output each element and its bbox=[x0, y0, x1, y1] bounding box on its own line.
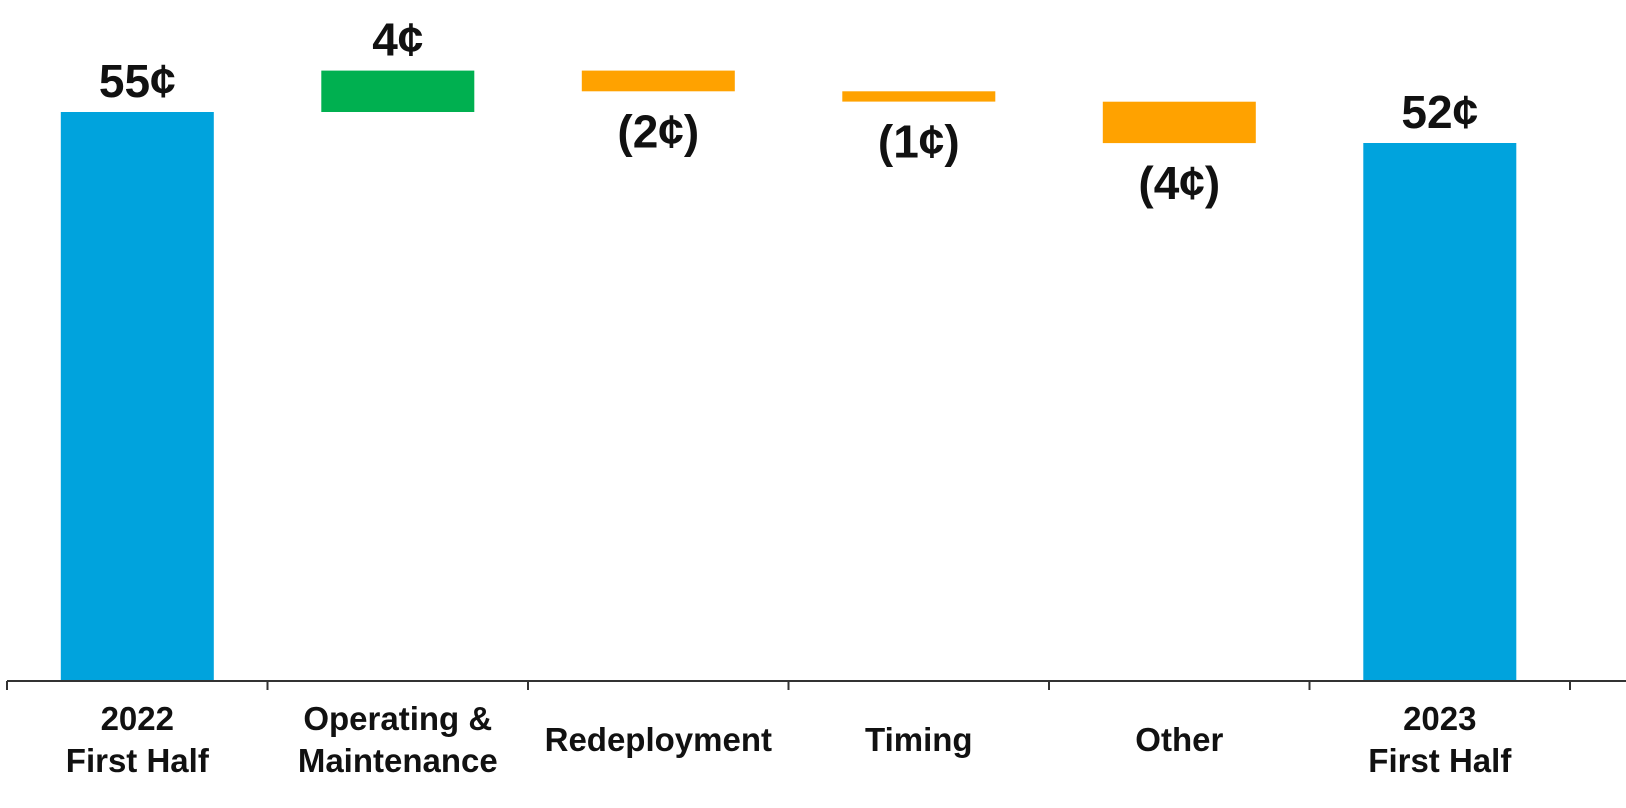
category-label-5: Other bbox=[1135, 721, 1223, 758]
bars-layer bbox=[60, 70, 1517, 681]
category-label-3: Redeployment bbox=[545, 721, 772, 758]
category-label-2: Operating & Maintenance bbox=[298, 700, 498, 779]
category-label-1: 2022 First Half bbox=[66, 700, 210, 779]
data-label-2: 4¢ bbox=[372, 14, 423, 66]
data-label-3: (2¢) bbox=[617, 105, 699, 157]
category-labels-layer: 2022 First Half Operating & Maintenance Rede… bbox=[66, 700, 1513, 779]
data-labels-layer: 55¢ 4¢ (2¢) (1¢) (4¢) 52¢ bbox=[99, 14, 1478, 209]
bar-6 bbox=[1363, 143, 1517, 681]
bar-5 bbox=[1102, 101, 1256, 144]
bar-2 bbox=[321, 70, 475, 112]
data-label-4: (1¢) bbox=[878, 116, 960, 168]
bar-1 bbox=[60, 112, 214, 681]
category-label-4: Timing bbox=[865, 721, 973, 758]
bar-4 bbox=[842, 91, 996, 102]
data-label-5: (4¢) bbox=[1138, 157, 1220, 209]
data-label-1: 55¢ bbox=[99, 55, 176, 107]
data-label-6: 52¢ bbox=[1401, 86, 1478, 138]
x-axis bbox=[6, 680, 1626, 690]
category-label-6: 2023 First Half bbox=[1368, 700, 1512, 779]
bar-3 bbox=[581, 70, 735, 92]
